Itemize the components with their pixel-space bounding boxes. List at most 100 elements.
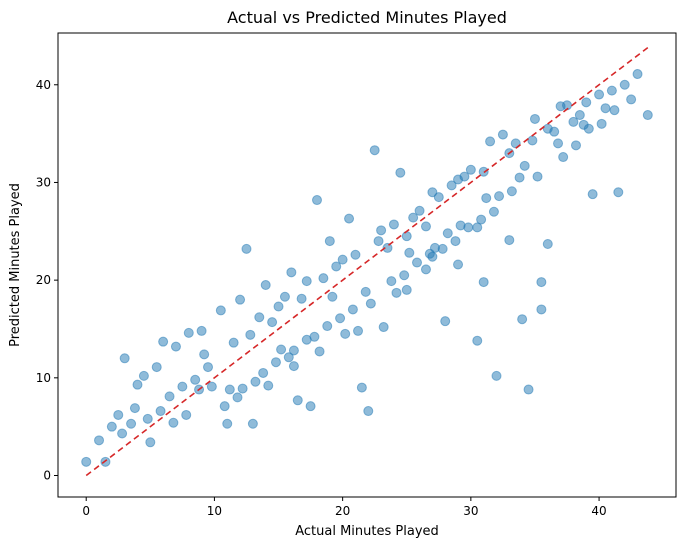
- data-point: [245, 329, 256, 340]
- data-point: [532, 171, 543, 182]
- data-point: [481, 193, 492, 204]
- data-point: [399, 270, 410, 281]
- data-point: [247, 418, 258, 429]
- x-axis-label: Actual Minutes Played: [295, 524, 439, 539]
- data-point: [506, 186, 517, 197]
- data-point: [527, 135, 538, 146]
- data-point: [203, 362, 214, 373]
- data-point: [363, 406, 374, 417]
- data-point: [391, 287, 402, 298]
- data-point: [181, 409, 192, 420]
- y-tick-label: 40: [36, 78, 51, 92]
- data-point: [283, 352, 294, 363]
- data-point: [613, 187, 624, 198]
- data-point: [401, 231, 412, 242]
- data-point: [331, 261, 342, 272]
- data-point: [382, 242, 393, 253]
- data-point: [606, 85, 617, 96]
- data-point: [642, 110, 653, 121]
- data-point: [594, 89, 605, 100]
- data-point: [324, 236, 335, 247]
- data-point: [113, 409, 124, 420]
- data-point: [337, 254, 348, 265]
- data-point: [340, 328, 351, 339]
- data-point: [347, 304, 358, 315]
- data-point: [412, 257, 423, 268]
- data-point: [453, 259, 464, 270]
- data-point: [318, 273, 329, 284]
- data-point: [94, 435, 105, 446]
- y-tick-label: 0: [43, 469, 51, 483]
- data-point: [504, 235, 515, 246]
- data-point: [129, 403, 140, 414]
- data-point: [574, 110, 585, 121]
- data-point: [619, 79, 630, 90]
- x-tick-label: 20: [335, 504, 350, 518]
- data-point: [581, 97, 592, 108]
- data-point: [276, 344, 287, 355]
- data-point: [427, 251, 438, 262]
- data-point: [365, 298, 376, 309]
- data-point: [583, 123, 594, 134]
- data-point: [433, 192, 444, 203]
- data-points: [81, 69, 653, 467]
- data-point: [132, 379, 143, 390]
- data-point: [235, 294, 246, 305]
- data-point: [408, 212, 419, 223]
- data-point: [553, 138, 564, 149]
- x-tick-label: 0: [82, 504, 90, 518]
- data-point: [388, 219, 399, 230]
- data-point: [429, 242, 440, 253]
- data-point: [570, 140, 581, 151]
- data-point: [420, 264, 431, 275]
- data-point: [404, 247, 415, 258]
- data-point: [450, 236, 461, 247]
- data-point: [587, 189, 598, 200]
- data-point: [263, 380, 274, 391]
- y-axis-ticks: 0 10 20 30 40: [36, 78, 58, 483]
- y-tick-label: 10: [36, 371, 51, 385]
- data-point: [519, 160, 530, 171]
- data-point: [514, 172, 525, 183]
- data-point: [360, 286, 371, 297]
- data-point: [472, 335, 483, 346]
- data-point: [335, 313, 346, 324]
- data-point: [555, 101, 566, 112]
- data-point: [158, 336, 169, 347]
- x-tick-label: 30: [463, 504, 478, 518]
- data-point: [155, 406, 166, 417]
- data-point: [296, 293, 307, 304]
- data-point: [215, 305, 226, 316]
- data-point: [350, 249, 361, 260]
- data-point: [250, 376, 261, 387]
- data-point: [81, 456, 92, 467]
- data-point: [568, 116, 579, 127]
- y-axis-label: Predicted Minutes Played: [8, 183, 23, 347]
- data-point: [314, 346, 325, 357]
- y-tick-label: 30: [36, 175, 51, 189]
- data-point: [142, 413, 153, 424]
- x-tick-label: 40: [591, 504, 606, 518]
- data-point: [301, 276, 312, 287]
- data-point: [237, 383, 248, 394]
- reference-line: [85, 47, 649, 477]
- data-point: [170, 341, 181, 352]
- data-point: [177, 381, 188, 392]
- data-point: [420, 221, 431, 232]
- data-point: [356, 382, 367, 393]
- x-tick-label: 10: [207, 504, 222, 518]
- data-point: [327, 291, 338, 302]
- x-axis-ticks: 0 10 20 30 40: [82, 497, 607, 518]
- data-point: [196, 325, 207, 336]
- data-point: [609, 105, 620, 116]
- data-point: [305, 401, 316, 412]
- data-point: [442, 228, 453, 239]
- data-point: [376, 225, 387, 236]
- chart-title: Actual vs Predicted Minutes Played: [227, 8, 507, 27]
- data-point: [386, 276, 397, 287]
- data-point: [232, 392, 243, 403]
- data-point: [260, 280, 271, 291]
- data-point: [228, 337, 239, 348]
- data-point: [270, 357, 281, 368]
